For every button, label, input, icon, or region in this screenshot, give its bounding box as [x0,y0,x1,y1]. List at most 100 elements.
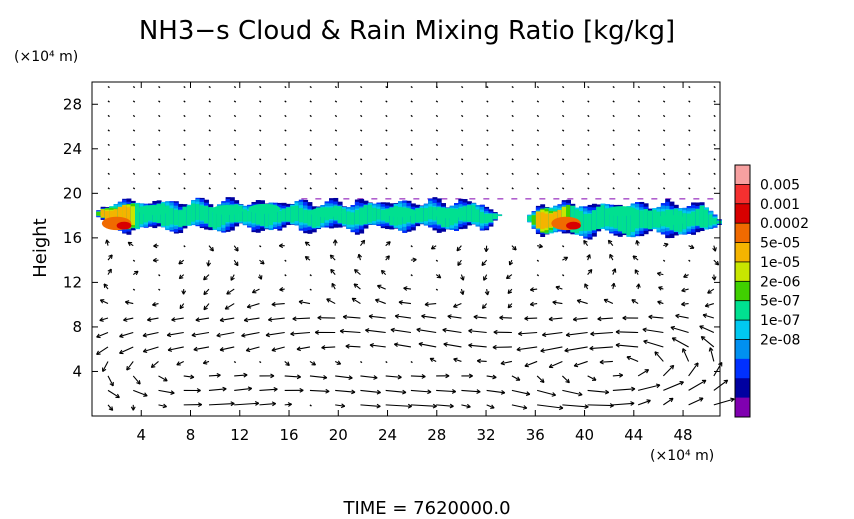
wind-vector [486,129,489,132]
wind-vector [461,187,464,190]
wind-vector [713,114,716,118]
cloud-cell [298,208,304,223]
cloud-cell [488,213,494,223]
wind-vector [688,187,691,190]
wind-vector-head [451,389,457,394]
wind-vector [486,375,497,379]
wind-vector-head [376,389,381,395]
wind-vector [233,143,237,147]
wind-vector-head [644,369,650,374]
wind-vector [385,404,412,407]
wind-vector [158,143,161,147]
wind-vector [216,331,235,337]
colorbar-swatch [735,261,750,282]
cloud-cell [281,209,287,222]
wind-vector-head [230,276,235,281]
wind-vector [99,317,109,322]
wind-vector-head [681,287,686,293]
wind-vector [707,288,715,294]
cloud-cell [307,210,313,226]
wind-vector [259,158,262,161]
wind-vector [368,315,386,319]
wind-vector [486,114,489,118]
cloud-cell [639,210,645,228]
wind-vector [511,404,528,409]
wind-vector [259,187,262,190]
wind-vector-head [507,303,513,309]
cloud-core [383,207,416,218]
wind-vector [662,158,666,161]
wind-vector [637,100,641,103]
wind-vector-head [329,254,335,260]
wind-vector [203,288,210,295]
wind-vector [637,399,651,406]
wind-vector [418,343,437,348]
wind-vector [477,360,487,362]
wind-vector-head [119,349,124,355]
wind-vector [394,343,412,348]
wind-vector-head [153,243,158,249]
wind-vector-field [96,85,735,411]
wind-vector-head [436,274,442,279]
wind-vector [309,158,312,161]
wind-vector [662,100,666,103]
wind-vector-head [292,316,297,322]
wind-vector [612,158,615,161]
cloud-cell [462,206,468,222]
cloud-cell [173,209,179,226]
wind-vector [143,346,159,353]
wind-vector-head [209,246,214,252]
wind-vector [309,100,312,103]
wind-vector [309,187,312,190]
wind-vector [334,158,338,161]
wind-vector [461,404,471,408]
wind-vector [561,85,565,89]
wind-vector [461,158,464,161]
cloud-cell [264,206,270,227]
y-tick-label: 8 [72,318,82,336]
wind-vector [125,301,134,305]
wind-vector-head [615,329,620,335]
wind-vector [284,143,287,147]
wind-vector-head [119,333,124,338]
wind-vector-head [103,283,108,288]
wind-vector-head [468,373,473,379]
wind-vector-head [230,401,235,407]
wind-vector [516,346,538,351]
wind-vector [435,172,439,176]
cloud-cell [268,207,274,226]
x-tick-label: 20 [329,426,348,444]
wind-vector [208,245,214,252]
x-tick-label: 24 [378,426,397,444]
wind-vector-head [642,327,647,333]
wind-vector [247,303,260,308]
wind-vector-head [529,301,535,307]
colorbar-label: 1e-07 [760,313,800,329]
wind-vector-head [632,255,638,260]
wind-vector-head [178,260,183,265]
wind-vector-head [226,290,231,295]
chart-title: NH3−s Cloud & Rain Mixing Ratio [kg/kg] [139,16,675,46]
wind-vector [573,317,588,321]
wind-vector-head [584,404,589,410]
wind-vector-head [522,405,528,410]
cloud-cell [691,211,696,226]
wind-vector-head [538,243,543,249]
cloud-cell [708,214,714,226]
cloud-cell [303,209,309,224]
wind-vector [360,404,381,407]
wind-vector [654,351,664,362]
wind-vector [562,389,583,396]
wind-vector-head [348,375,353,381]
wind-vector [612,129,615,132]
wind-vector [385,172,388,176]
wind-vector-head [376,403,381,409]
wind-vector-head [694,362,699,367]
colorbar-swatch [735,203,750,224]
wind-vector [410,187,413,190]
cloud-cell [311,210,317,228]
y-tick-label: 16 [63,229,82,247]
wind-vector-head [505,274,511,280]
wind-vector-head [245,347,251,353]
wind-vector [241,331,260,337]
